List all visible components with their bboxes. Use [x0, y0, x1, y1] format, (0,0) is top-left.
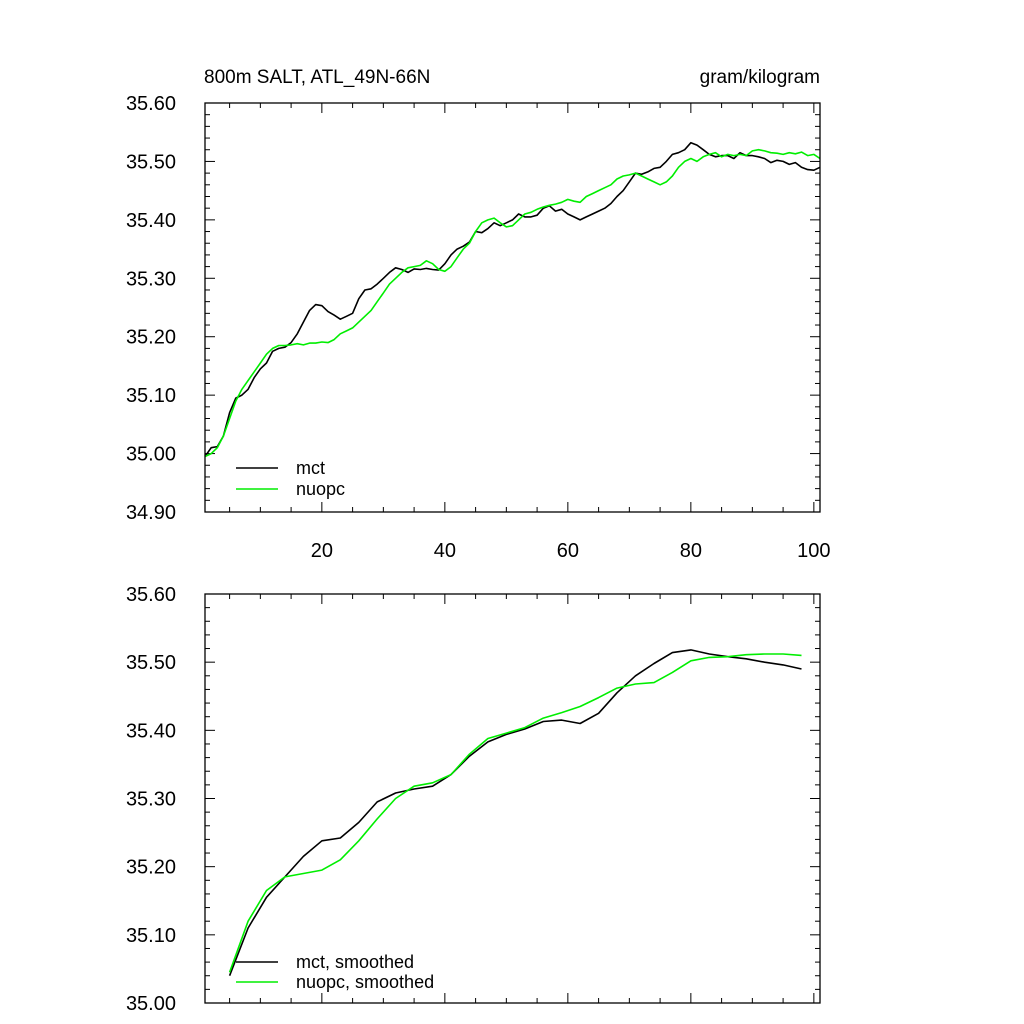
- legend-label-mct: mct: [296, 458, 325, 478]
- y-tick-label: 35.60: [126, 93, 176, 115]
- legend-label-mct-smoothed: mct, smoothed: [296, 952, 414, 972]
- top-panel: 800m SALT, ATL_49N-66N gram/kilogram 34.…: [126, 67, 831, 562]
- legend-label-nuopc: nuopc: [296, 479, 345, 499]
- x-tick-label: 80: [680, 540, 702, 562]
- y-tick-label: 34.90: [126, 502, 176, 524]
- bottom-panel: 35.00 35.10 35.20 35.30 35.40 35.50 35.60 mct,…: [126, 584, 821, 1015]
- top-plot-frame: [204, 102, 821, 513]
- series-line-nuopc-smoothed: [228, 653, 802, 973]
- y-tick-label: 35.10: [126, 385, 176, 407]
- y-tick-label: 35.20: [126, 327, 176, 349]
- y-tick-label: 35.50: [126, 151, 176, 173]
- x-tick-label: 60: [557, 540, 579, 562]
- bottom-plot-frame: [204, 593, 821, 1004]
- bottom-series: [228, 649, 802, 976]
- y-tick-label: 35.40: [126, 210, 176, 232]
- x-tick-label: 100: [797, 540, 830, 562]
- y-tick-label: 35.60: [126, 584, 176, 606]
- y-tick-label: 35.00: [126, 993, 176, 1015]
- top-legend: mct nuopc: [236, 458, 345, 499]
- y-tick-label: 35.30: [126, 789, 176, 811]
- bottom-legend: mct, smoothed nuopc, smoothed: [236, 952, 434, 992]
- bottom-ticks: 35.00 35.10 35.20 35.30 35.40 35.50 35.60: [126, 584, 820, 1015]
- units-label: gram/kilogram: [700, 67, 820, 88]
- legend-label-nuopc-smoothed: nuopc, smoothed: [296, 972, 434, 992]
- series-line-nuopc: [204, 148, 821, 458]
- y-tick-label: 35.30: [126, 268, 176, 290]
- y-tick-label: 35.10: [126, 925, 176, 947]
- top-ticks: 34.90 35.00 35.10 35.20 35.30 35.40 35.50 35.60…: [126, 93, 831, 562]
- y-tick-label: 35.00: [126, 444, 176, 466]
- x-tick-label: 40: [434, 540, 456, 562]
- top-series: [204, 141, 821, 458]
- y-tick-label: 35.50: [126, 652, 176, 674]
- y-tick-label: 35.20: [126, 857, 176, 879]
- series-line-mct-smoothed: [228, 649, 802, 976]
- series-line-mct: [204, 141, 821, 457]
- x-tick-label: 20: [311, 540, 333, 562]
- y-tick-label: 35.40: [126, 720, 176, 742]
- chart-title: 800m SALT, ATL_49N-66N: [204, 67, 430, 88]
